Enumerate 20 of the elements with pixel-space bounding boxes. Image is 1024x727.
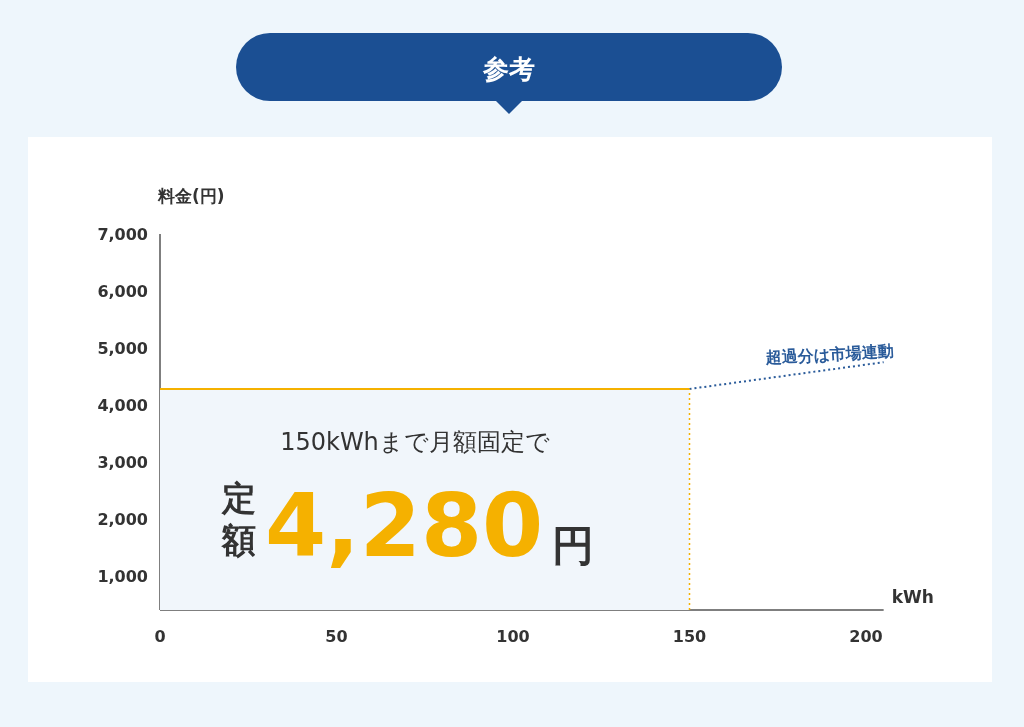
x-axis-title: kWh — [891, 587, 934, 607]
x-tick-label: 100 — [496, 627, 530, 646]
y-tick-label: 7,000 — [97, 225, 148, 244]
y-tick-label: 6,000 — [97, 281, 148, 301]
y-tick-label: 5,000 — [97, 338, 148, 358]
annotation: 150kWhまで月額固定で — [280, 428, 550, 456]
y-tick-label: 4,000 — [97, 395, 148, 415]
y-tick-label: 2,000 — [97, 509, 148, 529]
y-axis-title: 料金(円) — [157, 186, 225, 206]
annotation: 4,280 — [265, 474, 544, 577]
chart-title: 参考 — [482, 54, 535, 84]
annotation: 超過分は市場連動 — [764, 341, 895, 368]
x-tick-label: 0 — [154, 627, 166, 646]
annotation: 定額 — [221, 478, 256, 560]
y-tick-label: 3,000 — [97, 452, 148, 472]
x-tick-label: 200 — [849, 627, 883, 646]
annotation: 円 — [552, 521, 594, 570]
y-tick-label: 1,000 — [97, 566, 148, 586]
x-tick-label: 50 — [325, 627, 348, 646]
x-tick-label: 150 — [672, 627, 707, 646]
